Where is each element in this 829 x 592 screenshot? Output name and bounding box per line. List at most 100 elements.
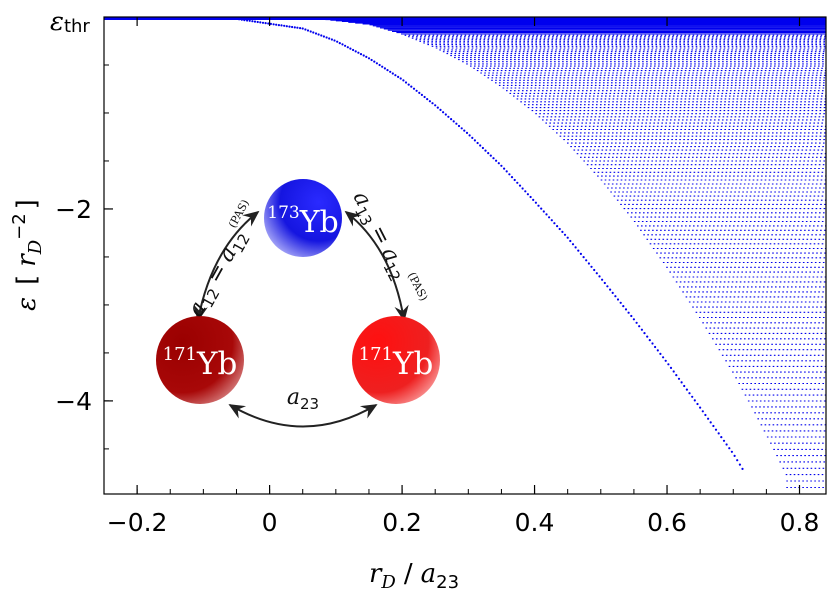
ground-state-point bbox=[574, 246, 577, 249]
ground-state-point bbox=[704, 413, 707, 417]
ground-state-point bbox=[285, 25, 288, 28]
ground-state-point bbox=[193, 17, 196, 20]
ground-state-point bbox=[566, 236, 569, 239]
ground-state-point bbox=[291, 25, 294, 29]
ground-state-point bbox=[654, 345, 657, 349]
ground-state-point bbox=[399, 77, 402, 80]
ground-state-point bbox=[529, 195, 532, 199]
atom-yb171-left-symbol: Yb bbox=[196, 346, 237, 382]
ground-state-point bbox=[656, 349, 659, 352]
ground-state-point bbox=[524, 190, 527, 193]
ground-state-point bbox=[662, 356, 665, 359]
ground-state-point bbox=[550, 219, 553, 222]
ground-state-point bbox=[632, 318, 636, 321]
threshold-label-sub: thr bbox=[64, 16, 90, 37]
ground-state-point bbox=[299, 27, 302, 30]
ground-state-point bbox=[518, 184, 522, 187]
y-axis-label-power: −2 bbox=[9, 213, 30, 240]
ground-state-point bbox=[736, 459, 739, 462]
ground-state-point bbox=[230, 17, 233, 20]
ground-state-point bbox=[362, 54, 365, 57]
y-axis-label-open: [ bbox=[12, 275, 42, 285]
ground-state-point bbox=[563, 233, 567, 236]
ground-state-point bbox=[261, 21, 265, 24]
x-axis-label-d: D bbox=[380, 572, 396, 592]
threshold-label-symbol: ε bbox=[50, 7, 64, 37]
ground-state-point bbox=[235, 17, 238, 20]
ground-state-point bbox=[693, 399, 696, 402]
bottom-scattering-length-label: a23 bbox=[287, 385, 319, 413]
ground-state-point bbox=[672, 370, 675, 373]
ground-state-point bbox=[619, 301, 622, 304]
ground-state-point bbox=[638, 325, 641, 328]
ground-state-point bbox=[404, 81, 408, 84]
ground-state-point bbox=[246, 19, 249, 22]
ground-state-point bbox=[219, 17, 222, 20]
ground-state-point bbox=[206, 17, 209, 20]
ground-state-point bbox=[267, 22, 270, 25]
ground-state-point bbox=[484, 149, 487, 152]
arrow-left bbox=[193, 210, 260, 322]
ground-state-point bbox=[709, 421, 712, 424]
x-tick-label: 0.6 bbox=[647, 508, 687, 537]
ground-state-point bbox=[238, 18, 241, 21]
atom-yb173-mass: 173 bbox=[267, 203, 299, 223]
atom-yb171-right bbox=[352, 316, 440, 404]
ground-state-point bbox=[256, 20, 259, 24]
ground-state-point bbox=[378, 63, 381, 67]
ground-state-point bbox=[722, 439, 726, 442]
ground-state-point bbox=[667, 363, 670, 366]
ground-state-point bbox=[537, 204, 540, 207]
ground-state-point bbox=[373, 60, 376, 63]
plot-frame bbox=[103, 16, 827, 495]
ground-state-point bbox=[200, 17, 204, 20]
ground-state-point bbox=[476, 141, 479, 145]
ground-state-point bbox=[328, 37, 331, 40]
ground-state-point bbox=[683, 384, 686, 388]
ground-state-point bbox=[412, 87, 416, 90]
ground-state-point bbox=[468, 134, 471, 137]
ground-state-point bbox=[707, 417, 710, 420]
ground-state-point bbox=[322, 35, 325, 38]
x-tick-label: 0 bbox=[262, 508, 278, 537]
ground-state-point bbox=[232, 17, 235, 20]
ground-state-point bbox=[455, 122, 458, 125]
ground-state-point bbox=[397, 75, 400, 78]
ground-state-point bbox=[359, 53, 363, 56]
ground-state-point bbox=[341, 43, 344, 46]
ground-state-point bbox=[306, 29, 310, 32]
atom-yb171-left-label: 171Yb bbox=[163, 344, 238, 382]
ground-state-point bbox=[601, 278, 604, 281]
arrow-right bbox=[344, 210, 409, 322]
ground-state-point bbox=[495, 159, 498, 162]
ground-state-point bbox=[556, 225, 559, 228]
ground-state-point bbox=[630, 314, 633, 318]
ground-state-point bbox=[481, 146, 484, 150]
atom-yb173-label: 173Yb bbox=[267, 203, 338, 240]
ground-state-point bbox=[680, 381, 683, 384]
ground-state-point bbox=[487, 152, 490, 155]
ground-state-point bbox=[720, 436, 723, 439]
atom-yb171-right-mass: 171 bbox=[359, 344, 393, 365]
inset-diagram: 173Yb 171Yb 171Yb a12=a12(PAS) a13=a12(P… bbox=[156, 179, 440, 428]
ground-state-point bbox=[640, 328, 644, 331]
ground-state-point bbox=[579, 252, 583, 255]
ground-state-point bbox=[463, 129, 466, 132]
ground-state-point bbox=[479, 144, 482, 147]
ground-state-point bbox=[741, 467, 744, 470]
ground-state-point bbox=[561, 230, 564, 233]
atom-yb171-left-mass: 171 bbox=[163, 344, 197, 365]
y-tick-label: −2 bbox=[55, 195, 92, 224]
threshold-band bbox=[104, 17, 826, 20]
ground-state-point bbox=[611, 291, 614, 294]
ground-state-point bbox=[423, 95, 426, 99]
ground-state-point bbox=[622, 305, 625, 308]
ground-state-point bbox=[426, 98, 429, 101]
ground-state-point bbox=[198, 17, 201, 20]
ground-state-point bbox=[352, 48, 355, 52]
ground-state-point bbox=[664, 359, 667, 362]
ground-state-point bbox=[558, 227, 561, 231]
arrow-bottom bbox=[228, 404, 378, 428]
ground-state-point bbox=[253, 20, 257, 23]
